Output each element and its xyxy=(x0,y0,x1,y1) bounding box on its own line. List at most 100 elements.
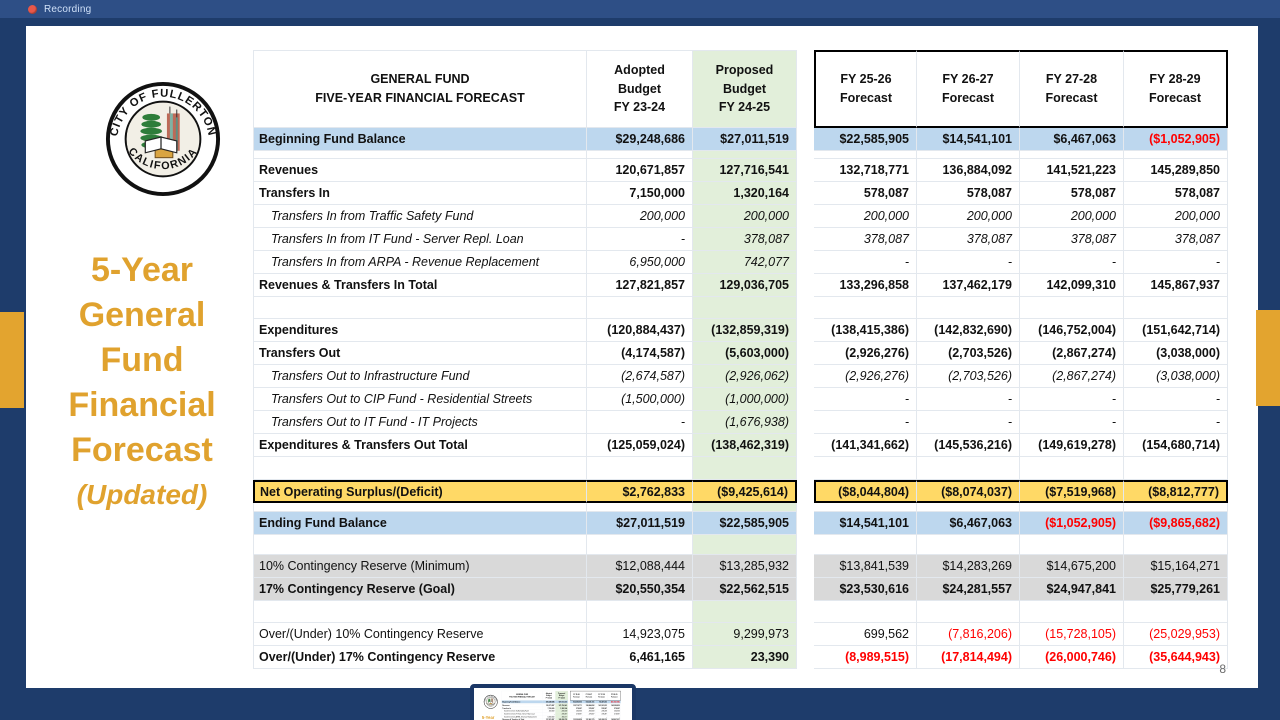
row-gap xyxy=(797,646,814,669)
row-label: Beginning Fund Balance xyxy=(501,700,543,704)
spacer-cell xyxy=(1124,503,1228,512)
spacer-cell xyxy=(797,297,814,319)
cell-value: ($1,052,905) xyxy=(1020,512,1124,535)
cell-value: - xyxy=(1020,411,1124,434)
cell-value: (17,814,494) xyxy=(917,646,1020,669)
cell-value: - xyxy=(917,388,1020,411)
recording-indicator[interactable]: Recording xyxy=(0,0,1280,18)
cell-value: (2,926,276) xyxy=(814,365,917,388)
cell-value: (25,029,953) xyxy=(1124,623,1228,646)
cell-value: 200,000 xyxy=(582,709,596,713)
cell-value: 378,087 xyxy=(582,712,596,716)
cell-value: 137,462,179 xyxy=(583,718,596,720)
row-gap xyxy=(568,707,571,710)
cell-value: 127,821,857 xyxy=(542,718,556,720)
cell-value: 742,077 xyxy=(693,251,797,274)
spacer-cell xyxy=(693,601,797,623)
cell-value: - xyxy=(1020,388,1124,411)
row-gap xyxy=(797,434,814,457)
spacer-cell xyxy=(814,535,917,555)
right-accent-bar xyxy=(1256,310,1280,406)
spacer-cell xyxy=(542,703,556,705)
spacer-cell xyxy=(1124,535,1228,555)
title-line: 5-Year xyxy=(481,715,495,720)
cell-value: (1,676,938) xyxy=(693,411,797,434)
header-gap xyxy=(797,50,814,128)
col-header-fy28-29: FY 28-29 Forecast xyxy=(1124,50,1228,128)
spacer-row xyxy=(253,457,1228,480)
spacer-cell xyxy=(693,503,797,512)
cell-value: 120,671,857 xyxy=(587,159,693,182)
table-row: Transfers Out to CIP Fund - Residential … xyxy=(253,388,1228,411)
cell-value: 136,884,092 xyxy=(582,704,596,708)
cell-value: 129,036,705 xyxy=(555,718,569,720)
cell-value: 133,296,858 xyxy=(570,718,583,720)
cell-value: 200,000 xyxy=(555,709,569,713)
spacer-cell xyxy=(582,703,596,705)
spacer-cell xyxy=(568,703,571,705)
slide-thumbnail[interactable]: CITY OF FULLERTON CALIFORNIA 5-Year Gene… xyxy=(470,684,636,720)
cell-value: $14,541,101 xyxy=(582,700,596,704)
row-gap xyxy=(797,251,814,274)
table-row: Revenues 120,671,857 127,716,541 132,718,77… xyxy=(253,159,1228,182)
cell-value: 200,000 xyxy=(814,205,917,228)
col-header-fy26-27: FY 26-27 Forecast xyxy=(582,690,596,701)
cell-value: - xyxy=(607,715,621,719)
row-label: Beginning Fund Balance xyxy=(253,128,587,151)
cell-value: - xyxy=(1124,251,1228,274)
spacer-cell xyxy=(607,703,621,705)
spacer-cell xyxy=(917,503,1020,512)
cell-value: ($8,074,037) xyxy=(917,480,1020,503)
cell-value: 378,087 xyxy=(570,712,583,716)
table-title: GENERAL FUND FIVE-YEAR FINANCIAL FORECAS… xyxy=(253,50,587,128)
table-row: Expenditures (120,884,437) (132,859,319) (1… xyxy=(253,319,1228,342)
table-row: Transfers In from Traffic Safety Fund 200… xyxy=(501,709,621,713)
table-row: Transfers In 7,150,000 1,320,164 578,087 578… xyxy=(253,182,1228,205)
cell-value: (154,680,714) xyxy=(1124,434,1228,457)
table-row: Transfers In from IT Fund - Server Repl.… xyxy=(253,228,1228,251)
cell-value: 6,461,165 xyxy=(587,646,693,669)
table-header-row: GENERAL FUND FIVE-YEAR FINANCIAL FORECAS… xyxy=(253,50,1228,128)
spacer-cell xyxy=(693,297,797,319)
table-row: Transfers In from ARPA - Revenue Replace… xyxy=(501,715,621,719)
row-gap xyxy=(797,128,814,151)
table-row: Revenues & Transfers In Total 127,821,857… xyxy=(501,718,621,720)
cell-value: 378,087 xyxy=(917,228,1020,251)
col-header-proposed-budget: Proposed Budget FY 24-25 xyxy=(555,690,569,701)
row-gap xyxy=(797,623,814,646)
cell-value: ($1,052,905) xyxy=(1124,128,1228,151)
col-header-fy27-28: FY 27-28 Forecast xyxy=(1020,50,1124,128)
row-label: 10% Contingency Reserve (Minimum) xyxy=(253,555,587,578)
cell-value: 6,950,000 xyxy=(587,251,693,274)
row-gap xyxy=(797,365,814,388)
title-line: Forecast xyxy=(71,431,213,469)
forecast-table: GENERAL FUND FIVE-YEAR FINANCIAL FORECAS… xyxy=(253,50,1228,669)
row-gap xyxy=(797,388,814,411)
cell-value: (8,989,515) xyxy=(814,646,917,669)
title-line: 5-Year xyxy=(90,251,194,289)
presentation-slide: CITY OF FULLERTON CALIFORNIA 5-Year Gene… xyxy=(26,26,1258,688)
cell-value: (2,926,276) xyxy=(814,342,917,365)
slide-title: 5-Year General Fund Financial Forecast (… xyxy=(475,715,500,720)
spacer-cell xyxy=(917,151,1020,159)
cell-value: (138,462,319) xyxy=(693,434,797,457)
cell-value: 200,000 xyxy=(917,205,1020,228)
cell-value: (138,415,386) xyxy=(814,319,917,342)
cell-value: - xyxy=(814,388,917,411)
cell-value: $27,011,519 xyxy=(693,128,797,151)
cell-value: 145,867,937 xyxy=(1124,274,1228,297)
cell-value: 578,087 xyxy=(917,182,1020,205)
row-gap xyxy=(797,228,814,251)
row-gap xyxy=(568,712,571,716)
spacer-cell xyxy=(595,703,608,705)
cell-value: 578,087 xyxy=(607,707,621,710)
spacer-cell xyxy=(253,457,587,480)
cell-value: 1,320,164 xyxy=(555,707,569,710)
table-row: Beginning Fund Balance $29,248,686 $27,011… xyxy=(501,700,621,704)
spacer-cell xyxy=(814,297,917,319)
cell-value: 742,077 xyxy=(555,715,569,719)
cell-value: 578,087 xyxy=(570,707,583,710)
cell-value: $27,011,519 xyxy=(587,512,693,535)
cell-value: $20,550,354 xyxy=(587,578,693,601)
cell-value: $22,585,905 xyxy=(814,128,917,151)
